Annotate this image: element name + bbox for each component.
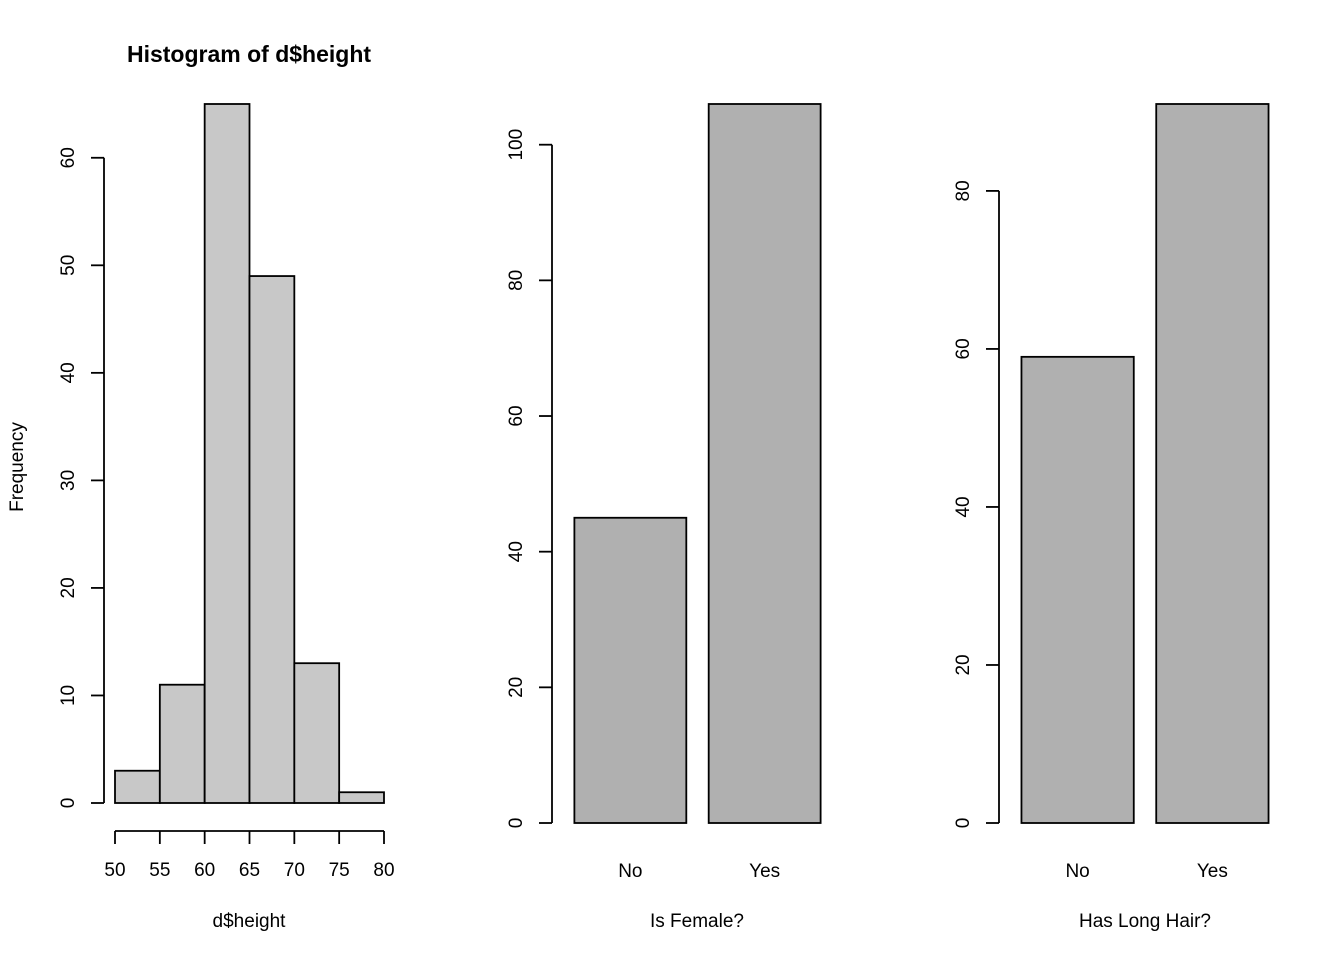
is-female-category-label: No xyxy=(618,861,642,882)
histogram-x-axis-title: d$height xyxy=(213,911,287,932)
histogram-y-tick-label: 20 xyxy=(58,577,79,598)
has-long-hair-y-tick-label: 0 xyxy=(953,818,974,829)
has-long-hair-y-tick-label: 80 xyxy=(953,180,974,201)
histogram-title: Histogram of d$height xyxy=(127,41,371,67)
has-long-hair-x-axis-title: Has Long Hair? xyxy=(1079,911,1211,932)
has-long-hair-y-axis: 0 20 40 60 80 xyxy=(953,180,1000,829)
histogram-bar xyxy=(293,662,341,804)
histogram-x-tick-label: 50 xyxy=(104,860,125,881)
is-female-y-tick-label: 80 xyxy=(506,270,527,291)
is-female-y-axis: 0 20 40 60 80 100 xyxy=(506,129,553,829)
histogram-bar xyxy=(248,275,296,804)
has-long-hair-x-labels: No Yes xyxy=(1065,861,1227,882)
histogram-bar xyxy=(158,683,206,804)
is-female-y-tick-label: 0 xyxy=(506,818,527,829)
has-long-hair-category-label: Yes xyxy=(1197,861,1228,882)
has-long-hair-category-label: No xyxy=(1065,861,1089,882)
histogram-y-tick-label: 30 xyxy=(58,470,79,491)
histogram-x-axis: 50 55 60 65 70 75 80 xyxy=(104,830,395,881)
is-female-bars xyxy=(573,103,822,824)
histogram-bars xyxy=(114,103,385,804)
is-female-y-tick-label: 40 xyxy=(506,541,527,562)
histogram-y-axis-title: Frequency xyxy=(7,422,28,512)
has-long-hair-y-tick-label: 20 xyxy=(953,654,974,675)
is-female-bar xyxy=(573,516,688,824)
histogram-y-tick-label: 40 xyxy=(58,362,79,383)
histogram-x-tick-label: 70 xyxy=(284,860,305,881)
histogram-y-tick-label: 0 xyxy=(58,798,79,809)
histogram-y-tick-label: 50 xyxy=(58,255,79,276)
is-female-category-label: Yes xyxy=(749,861,780,882)
has-long-hair-y-tick-label: 60 xyxy=(953,338,974,359)
histogram-y-tick-label: 60 xyxy=(58,147,79,168)
is-female-y-tick-label: 20 xyxy=(506,677,527,698)
is-female-y-tick-label: 60 xyxy=(506,405,527,426)
histogram-panel: Histogram of d$height Frequency d$height… xyxy=(7,41,395,932)
is-female-y-tick-label: 100 xyxy=(506,129,527,161)
has-long-hair-bar xyxy=(1155,103,1270,824)
has-long-hair-barplot-panel: Has Long Hair? 0 20 40 60 80 No Yes xyxy=(953,103,1270,932)
histogram-bar xyxy=(114,769,161,804)
histogram-x-tick-label: 60 xyxy=(194,860,215,881)
histogram-x-tick-label: 75 xyxy=(329,860,350,881)
is-female-x-axis-title: Is Female? xyxy=(650,911,744,932)
has-long-hair-bars xyxy=(1020,103,1270,824)
has-long-hair-y-tick-label: 40 xyxy=(953,496,974,517)
histogram-bar xyxy=(203,103,251,804)
histogram-y-axis: 0 10 20 30 40 50 60 xyxy=(58,147,105,809)
histogram-bar xyxy=(338,791,385,804)
is-female-bar xyxy=(707,103,822,824)
is-female-x-labels: No Yes xyxy=(618,861,780,882)
is-female-barplot-panel: Is Female? 0 20 40 60 80 100 No Yes xyxy=(506,103,822,932)
histogram-y-tick-label: 10 xyxy=(58,685,79,706)
histogram-x-tick-label: 80 xyxy=(373,860,394,881)
histogram-x-tick-label: 55 xyxy=(149,860,170,881)
histogram-x-tick-label: 65 xyxy=(239,860,260,881)
has-long-hair-bar xyxy=(1020,355,1135,824)
